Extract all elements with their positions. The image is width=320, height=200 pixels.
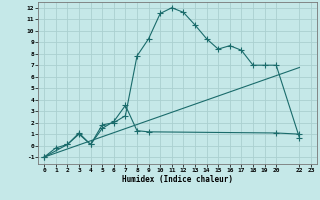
X-axis label: Humidex (Indice chaleur): Humidex (Indice chaleur) bbox=[122, 175, 233, 184]
